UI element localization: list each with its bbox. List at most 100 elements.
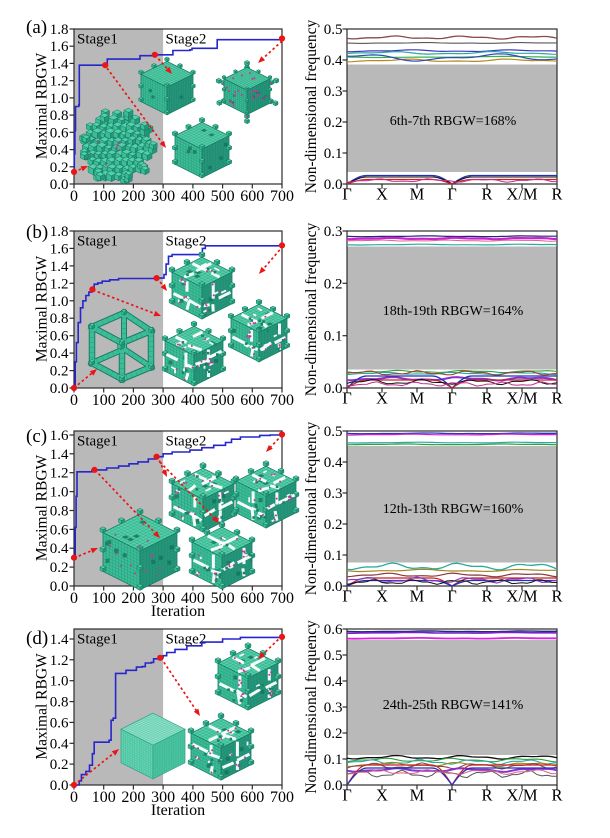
svg-text:100: 100 bbox=[92, 789, 116, 806]
svg-text:600: 600 bbox=[240, 789, 264, 806]
svg-text:Maximal RBGW: Maximal RBGW bbox=[34, 454, 51, 561]
svg-text:1.4: 1.4 bbox=[50, 447, 69, 463]
svg-text:(c): (c) bbox=[26, 426, 47, 447]
svg-text:0.2: 0.2 bbox=[324, 276, 343, 292]
svg-text:0.5: 0.5 bbox=[324, 648, 343, 664]
svg-text:R: R bbox=[481, 185, 492, 204]
svg-text:400: 400 bbox=[181, 392, 205, 409]
svg-text:700: 700 bbox=[270, 188, 294, 205]
svg-text:0.3: 0.3 bbox=[324, 700, 343, 716]
svg-text:1.0: 1.0 bbox=[50, 485, 69, 501]
svg-text:0.2: 0.2 bbox=[50, 757, 69, 773]
svg-text:0: 0 bbox=[70, 188, 78, 205]
svg-text:(b): (b) bbox=[26, 222, 48, 243]
svg-text:1.8: 1.8 bbox=[50, 224, 69, 240]
svg-text:Maximal RBGW: Maximal RBGW bbox=[34, 255, 51, 362]
svg-text:700: 700 bbox=[270, 789, 294, 806]
svg-text:500: 500 bbox=[211, 188, 235, 205]
svg-text:0.4: 0.4 bbox=[50, 736, 69, 752]
svg-text:0.2: 0.2 bbox=[50, 364, 69, 380]
svg-text:1.4: 1.4 bbox=[50, 259, 69, 275]
svg-text:600: 600 bbox=[240, 188, 264, 205]
svg-text:0.0: 0.0 bbox=[50, 177, 69, 193]
svg-text:700: 700 bbox=[270, 590, 294, 607]
svg-text:Non-dimensional frequency: Non-dimensional frequency bbox=[303, 620, 320, 794]
svg-text:0.1: 0.1 bbox=[324, 548, 343, 564]
svg-text:500: 500 bbox=[211, 789, 235, 806]
svg-text:X/M: X/M bbox=[506, 587, 538, 606]
svg-text:12th-13th RBGW=160%: 12th-13th RBGW=160% bbox=[383, 502, 524, 517]
svg-text:Γ: Γ bbox=[342, 587, 352, 606]
svg-text:0.4: 0.4 bbox=[324, 674, 343, 690]
svg-text:0.4: 0.4 bbox=[50, 346, 69, 362]
svg-text:R: R bbox=[481, 587, 492, 606]
svg-text:Non-dimensional frequency: Non-dimensional frequency bbox=[303, 223, 320, 397]
svg-text:Stage1: Stage1 bbox=[77, 434, 118, 450]
svg-text:1.6: 1.6 bbox=[50, 428, 69, 444]
svg-text:0.2: 0.2 bbox=[50, 160, 69, 176]
svg-text:6th-7th RBGW=168%: 6th-7th RBGW=168% bbox=[390, 114, 517, 129]
svg-text:Stage2: Stage2 bbox=[166, 32, 207, 48]
svg-text:1.6: 1.6 bbox=[50, 241, 69, 257]
svg-text:Stage2: Stage2 bbox=[166, 434, 207, 450]
svg-text:0: 0 bbox=[70, 392, 78, 409]
svg-text:1.6: 1.6 bbox=[50, 39, 69, 55]
svg-text:M: M bbox=[410, 587, 425, 606]
svg-text:200: 200 bbox=[121, 392, 145, 409]
svg-text:Γ: Γ bbox=[447, 786, 457, 805]
svg-text:300: 300 bbox=[151, 392, 175, 409]
svg-text:0: 0 bbox=[70, 789, 78, 806]
svg-text:(d): (d) bbox=[26, 628, 48, 649]
svg-text:0.0: 0.0 bbox=[324, 579, 343, 595]
svg-text:Non-dimensional frequency: Non-dimensional frequency bbox=[303, 422, 320, 596]
svg-text:200: 200 bbox=[121, 590, 145, 607]
svg-text:1.0: 1.0 bbox=[50, 674, 69, 690]
svg-text:0.8: 0.8 bbox=[50, 311, 69, 327]
svg-text:0.6: 0.6 bbox=[50, 522, 69, 538]
svg-text:0.8: 0.8 bbox=[50, 504, 69, 520]
svg-text:0.8: 0.8 bbox=[50, 695, 69, 711]
svg-text:1.8: 1.8 bbox=[50, 22, 69, 38]
svg-text:200: 200 bbox=[121, 789, 145, 806]
svg-text:0.6: 0.6 bbox=[50, 329, 69, 345]
svg-text:1.2: 1.2 bbox=[50, 74, 69, 90]
svg-text:0.6: 0.6 bbox=[324, 622, 343, 638]
svg-text:R: R bbox=[551, 587, 562, 606]
svg-text:0.4: 0.4 bbox=[324, 455, 343, 471]
svg-text:400: 400 bbox=[181, 188, 205, 205]
svg-text:1.4: 1.4 bbox=[50, 56, 69, 72]
svg-text:X: X bbox=[376, 389, 388, 408]
svg-text:24th-25th RBGW=141%: 24th-25th RBGW=141% bbox=[383, 698, 524, 713]
svg-text:1.4: 1.4 bbox=[50, 632, 69, 648]
svg-text:Γ: Γ bbox=[447, 587, 457, 606]
svg-text:0.2: 0.2 bbox=[50, 560, 69, 576]
svg-text:100: 100 bbox=[92, 392, 116, 409]
svg-text:200: 200 bbox=[121, 188, 145, 205]
svg-text:Maximal RBGW: Maximal RBGW bbox=[34, 653, 51, 760]
svg-text:600: 600 bbox=[240, 392, 264, 409]
svg-text:0.4: 0.4 bbox=[50, 143, 69, 159]
svg-text:1.2: 1.2 bbox=[50, 466, 69, 482]
svg-text:Non-dimensional frequency: Non-dimensional frequency bbox=[303, 20, 320, 194]
svg-text:0.0: 0.0 bbox=[50, 579, 69, 595]
svg-text:18th-19th RBGW=164%: 18th-19th RBGW=164% bbox=[383, 304, 524, 319]
svg-text:0.1: 0.1 bbox=[324, 146, 343, 162]
svg-text:700: 700 bbox=[270, 392, 294, 409]
svg-text:0.2: 0.2 bbox=[324, 115, 343, 131]
svg-text:Iteration: Iteration bbox=[151, 603, 205, 620]
svg-text:(a): (a) bbox=[26, 17, 47, 38]
svg-text:0.1: 0.1 bbox=[324, 329, 343, 345]
svg-text:0.4: 0.4 bbox=[50, 541, 69, 557]
svg-text:Γ: Γ bbox=[447, 389, 457, 408]
svg-text:100: 100 bbox=[92, 188, 116, 205]
svg-text:0.2: 0.2 bbox=[324, 726, 343, 742]
svg-text:Stage1: Stage1 bbox=[77, 632, 118, 648]
svg-text:Maximal RBGW: Maximal RBGW bbox=[34, 52, 51, 159]
svg-text:R: R bbox=[551, 786, 562, 805]
svg-text:Γ: Γ bbox=[447, 185, 457, 204]
svg-text:Γ: Γ bbox=[342, 389, 352, 408]
svg-text:300: 300 bbox=[151, 188, 175, 205]
svg-text:0.0: 0.0 bbox=[50, 381, 69, 397]
svg-text:0.3: 0.3 bbox=[324, 486, 343, 502]
svg-text:0: 0 bbox=[70, 590, 78, 607]
